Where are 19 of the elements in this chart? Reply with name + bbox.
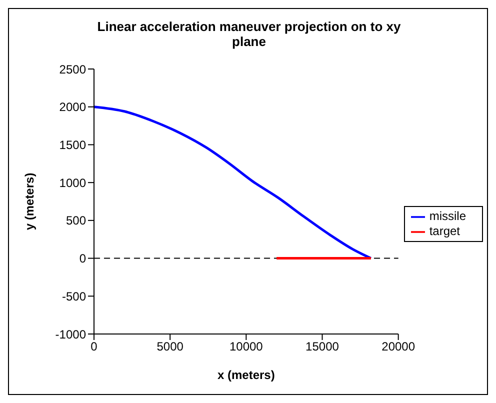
y-tick-label: 2000 [59, 100, 86, 114]
line-series [94, 106, 372, 260]
legend-label: target [429, 224, 460, 238]
y-tick-label: -500 [62, 289, 86, 304]
y-tick-label: 500 [66, 214, 86, 228]
y-tick-label: -1000 [55, 327, 86, 342]
y-tick-label: 1500 [59, 138, 86, 152]
x-tick-label: 0 [90, 340, 98, 354]
y-tick-label: 2500 [59, 62, 86, 76]
y-tick-label: 1000 [59, 176, 86, 190]
y-tick-label: 0 [79, 252, 86, 266]
x-tick-label: 20000 [382, 340, 416, 354]
x-tick-label: 10000 [229, 340, 264, 354]
chart-title: Linear acceleration maneuver projection on to xy plane [96, 19, 402, 49]
x-tick-label: 5000 [156, 340, 184, 354]
legend-label: missile [429, 209, 466, 224]
x-tick-label: 15000 [306, 340, 340, 354]
x-axis-title: x (meters) [217, 368, 275, 382]
y-axis-title: y (meters) [22, 172, 36, 230]
